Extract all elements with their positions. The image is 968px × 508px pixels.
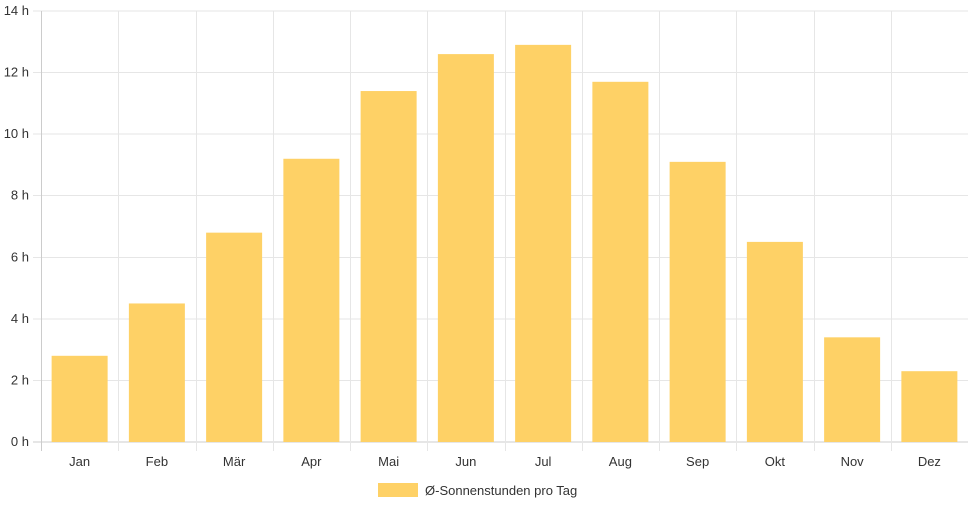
y-tick-label: 14 h (4, 3, 29, 18)
y-tick-label: 2 h (11, 372, 29, 387)
y-tick-label: 6 h (11, 249, 29, 264)
x-tick-label: Jul (535, 454, 552, 469)
legend-swatch (378, 483, 418, 497)
bar-nov[interactable] (824, 337, 881, 442)
y-tick-label: 12 h (4, 65, 29, 80)
bar-aug[interactable] (592, 81, 649, 443)
x-axis-ticks: Jan Feb Mär Apr Mai Jun Jul Aug Sep Okt Nov Dez (69, 454, 941, 469)
y-tick-label: 8 h (11, 188, 29, 203)
bar-jan[interactable] (51, 355, 108, 442)
x-tick-label: Jun (455, 454, 476, 469)
x-tick-label: Aug (609, 454, 632, 469)
x-tick-label: Sep (686, 454, 709, 469)
bar-okt[interactable] (746, 241, 803, 442)
bar-mär[interactable] (206, 232, 263, 442)
x-tick-label: Jan (69, 454, 90, 469)
y-tick-label: 10 h (4, 126, 29, 141)
x-tick-label: Apr (301, 454, 322, 469)
x-tick-label: Feb (146, 454, 168, 469)
y-tick-label: 0 h (11, 434, 29, 449)
y-axis-ticks: 0 h 2 h 4 h 6 h 8 h 10 h 12 h 14 h (4, 3, 29, 449)
bar-jul[interactable] (515, 44, 572, 442)
bar-jun[interactable] (437, 54, 494, 442)
grid (33, 10, 968, 451)
bars (51, 44, 958, 443)
bar-dez[interactable] (901, 371, 958, 442)
bar-mai[interactable] (360, 91, 417, 443)
x-tick-label: Nov (841, 454, 865, 469)
bar-feb[interactable] (128, 303, 185, 442)
y-tick-label: 4 h (11, 311, 29, 326)
x-tick-label: Mär (223, 454, 246, 469)
x-tick-label: Okt (765, 454, 786, 469)
legend-label: Ø-Sonnenstunden pro Tag (425, 483, 577, 498)
bar-sep[interactable] (669, 161, 726, 442)
legend[interactable]: Ø-Sonnenstunden pro Tag (378, 483, 577, 498)
x-tick-label: Mai (378, 454, 399, 469)
x-tick-label: Dez (918, 454, 941, 469)
bar-apr[interactable] (283, 158, 340, 442)
